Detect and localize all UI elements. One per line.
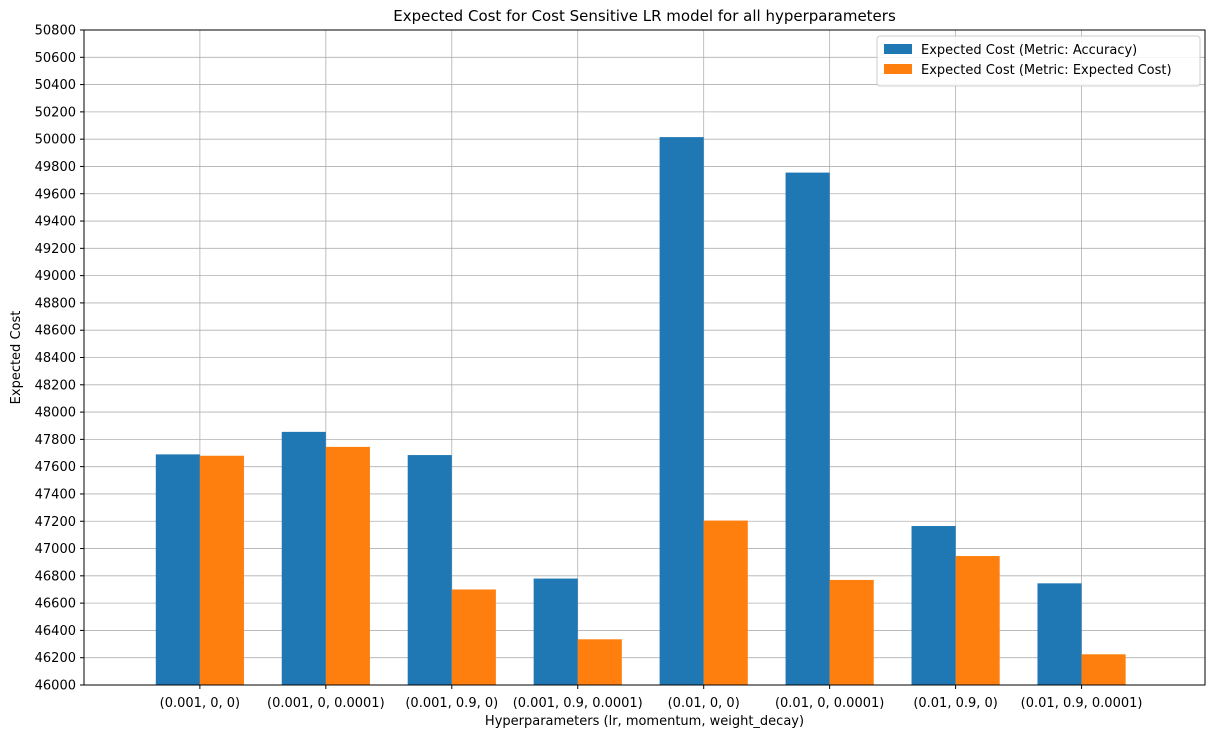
x-tick-label: (0.01, 0, 0) [668, 696, 740, 711]
y-tick-label: 46600 [35, 597, 76, 612]
y-tick-label: 49600 [35, 187, 76, 202]
bar-accuracy [785, 172, 830, 686]
bar-expected-cost [451, 589, 496, 685]
x-tick-label: (0.01, 0, 0.0001) [775, 696, 884, 711]
x-tick-label: (0.001, 0.9, 0.0001) [513, 696, 643, 711]
y-tick-label: 48000 [35, 406, 76, 421]
y-tick-label: 50000 [35, 133, 76, 148]
legend-box [876, 35, 1201, 87]
bar-expected-cost [703, 520, 748, 685]
y-tick-label: 49200 [35, 242, 76, 257]
y-tick-label: 47600 [35, 460, 76, 475]
y-tick-label: 50600 [35, 51, 76, 66]
y-tick-label: 46200 [35, 651, 76, 666]
y-tick-label: 46800 [35, 569, 76, 584]
y-tick-label: 47000 [35, 542, 76, 557]
legend-swatch [884, 44, 912, 54]
y-tick-label: 47200 [35, 515, 76, 530]
x-tick-label: (0.001, 0.9, 0) [405, 696, 498, 711]
bars [155, 137, 1126, 686]
bar-accuracy [533, 578, 578, 685]
y-axis: 46000 46200 46400 46600 46800 47000 47200 47400… [35, 24, 84, 694]
y-tick-label: 48400 [35, 351, 76, 366]
x-tick-label: (0.01, 0.9, 0.0001) [1021, 696, 1143, 711]
y-tick-label: 46400 [35, 624, 76, 639]
bar-accuracy [155, 454, 200, 685]
y-tick-label: 48200 [35, 378, 76, 393]
y-tick-label: 50400 [35, 78, 76, 93]
y-tick-label: 48600 [35, 324, 76, 339]
bar-accuracy [281, 431, 326, 685]
bar-accuracy [659, 137, 704, 685]
bar-expected-cost [955, 556, 1000, 685]
bar-accuracy [911, 526, 956, 685]
legend-label: Expected Cost (Metric: Accuracy) [921, 43, 1137, 58]
legend-label: Expected Cost (Metric: Expected Cost) [921, 63, 1172, 78]
bar-expected-cost [325, 446, 370, 685]
grid [84, 29, 1205, 686]
y-tick-label: 47400 [35, 487, 76, 502]
bar-expected-cost [1081, 654, 1126, 685]
legend-swatch [884, 64, 912, 74]
x-axis: (0.001, 0, 0) (0.001, 0, 0.0001) (0.001, 0… [160, 685, 1143, 711]
chart-title: Expected Cost for Cost Sensitive LR mode… [393, 7, 896, 25]
y-axis-label: Expected Cost [9, 311, 24, 405]
y-tick-label: 48800 [35, 296, 76, 311]
legend: Expected Cost (Metric: Accuracy) Expected… [876, 35, 1201, 87]
y-tick-label: 46000 [35, 679, 76, 694]
y-tick-label: 49800 [35, 160, 76, 175]
x-tick-label: (0.001, 0, 0) [160, 696, 240, 711]
bar-expected-cost [577, 639, 622, 685]
x-axis-label: Hyperparameters (lr, momentum, weight_de… [485, 714, 804, 729]
y-tick-label: 50200 [35, 105, 76, 120]
bar-accuracy [1037, 583, 1082, 685]
y-tick-label: 49000 [35, 269, 76, 284]
y-tick-label: 50800 [35, 24, 76, 39]
bar-expected-cost [829, 579, 874, 685]
x-tick-label: (0.01, 0.9, 0) [913, 696, 998, 711]
bar-accuracy [407, 455, 452, 685]
x-tick-label: (0.001, 0, 0.0001) [267, 696, 385, 711]
bar-expected-cost [199, 455, 244, 685]
y-tick-label: 49400 [35, 215, 76, 230]
y-tick-label: 47800 [35, 433, 76, 448]
